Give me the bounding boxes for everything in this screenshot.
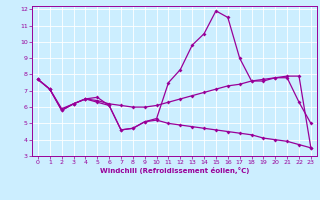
X-axis label: Windchill (Refroidissement éolien,°C): Windchill (Refroidissement éolien,°C) (100, 167, 249, 174)
